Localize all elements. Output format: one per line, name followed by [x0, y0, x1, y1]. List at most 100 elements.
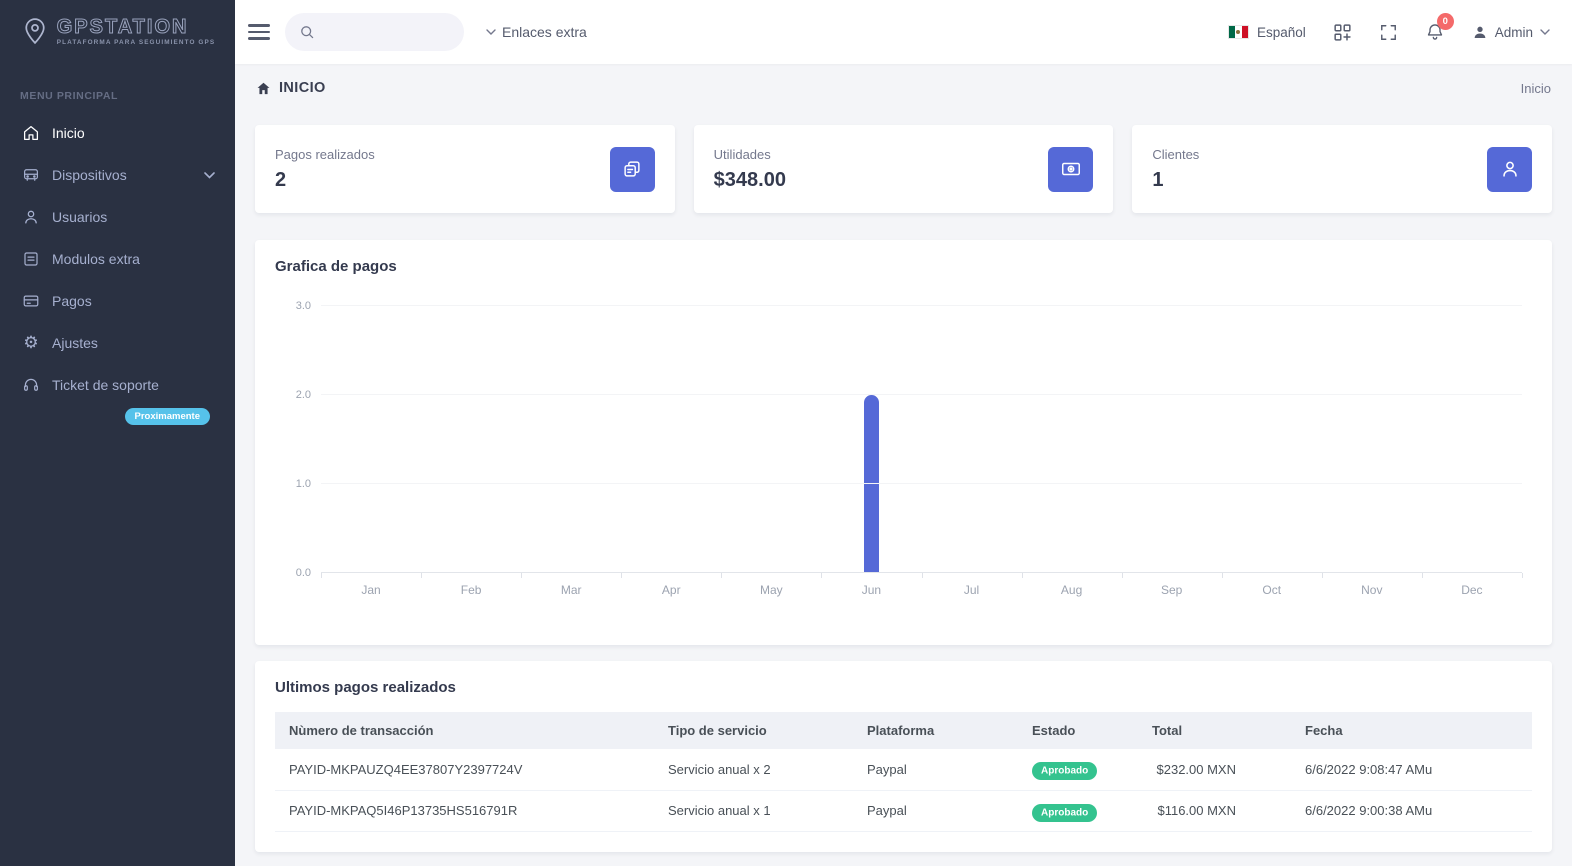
stat-label: Clientes — [1152, 147, 1199, 162]
bar-column — [421, 306, 521, 573]
bar-column — [321, 306, 421, 573]
gear-icon: ⚙ — [22, 334, 40, 352]
y-tick-label: 2.0 — [296, 389, 311, 401]
bar-column — [621, 306, 721, 573]
status-badge: Aprobado — [1032, 804, 1097, 822]
bar-column — [1122, 306, 1222, 573]
app-logo[interactable]: GPSTATION PLATAFORMA PARA SEGUIMIENTO GP… — [0, 0, 235, 56]
chart-bars — [321, 306, 1522, 573]
chevron-down-icon — [1540, 29, 1550, 35]
extra-links-dropdown[interactable]: Enlaces extra — [486, 24, 587, 40]
search-box[interactable] — [285, 13, 464, 51]
bar-column — [1322, 306, 1422, 573]
notification-count-badge: 0 — [1437, 13, 1454, 30]
x-tick-label: Jan — [321, 583, 421, 597]
fullscreen-icon — [1379, 23, 1398, 42]
transaction-id: PAYID-MKPAUZQ4EE37807Y2397724V — [275, 749, 654, 790]
fullscreen-button[interactable] — [1379, 23, 1398, 42]
chart-plot: 0.01.02.03.0 — [321, 306, 1522, 573]
coming-soon-badge: Proximamente — [125, 408, 210, 425]
x-tick — [1222, 573, 1223, 578]
x-tick — [721, 573, 722, 578]
transaction-id: PAYID-MKPAQ5I46P13735HS516791R — [275, 790, 654, 831]
x-tick-label: Mar — [521, 583, 621, 597]
extra-links-label: Enlaces extra — [502, 24, 587, 40]
apps-grid-icon — [1333, 23, 1352, 42]
chart-title: Grafica de pagos — [275, 258, 1532, 275]
gridline — [321, 483, 1522, 484]
table-row: PAYID-MKPAQ5I46P13735HS516791R Servicio … — [275, 790, 1532, 831]
stat-value: 1 — [1152, 169, 1199, 192]
sidebar-item-ticket-soporte[interactable]: Ticket de soporte — [0, 364, 235, 406]
total-amount: $232.00 MXN — [1138, 749, 1291, 790]
column-header-service[interactable]: Tipo de servicio — [654, 712, 853, 749]
main-area: Enlaces extra Español — [235, 0, 1572, 866]
hamburger-menu-icon[interactable] — [248, 20, 270, 43]
x-tick-label: May — [721, 583, 821, 597]
payment-date: 6/6/2022 9:08:47 AMu — [1291, 749, 1532, 790]
stat-value: $348.00 — [714, 169, 786, 192]
x-tick-label: Sep — [1122, 583, 1222, 597]
sidebar-item-label: Ticket de soporte — [52, 377, 159, 393]
x-tick — [621, 573, 622, 578]
sidebar-item-label: Pagos — [52, 293, 92, 309]
car-icon — [22, 166, 40, 184]
language-label: Español — [1257, 25, 1306, 40]
chevron-down-icon — [486, 29, 496, 35]
sidebar-item-label: Dispositivos — [52, 167, 127, 183]
column-header-transaction[interactable]: Nùmero de transacción — [275, 712, 654, 749]
service-type: Servicio anual x 1 — [654, 790, 853, 831]
column-header-platform[interactable]: Plataforma — [853, 712, 1018, 749]
y-tick-label: 0.0 — [296, 567, 311, 579]
sidebar-item-inicio[interactable]: Inicio — [0, 112, 235, 154]
stat-card-clientes: Clientes 1 — [1132, 125, 1552, 213]
breadcrumb[interactable]: Inicio — [1521, 81, 1551, 96]
bar-column — [821, 306, 921, 573]
column-header-total[interactable]: Total — [1138, 712, 1291, 749]
column-header-status[interactable]: Estado — [1018, 712, 1138, 749]
x-tick — [1122, 573, 1123, 578]
apps-grid-button[interactable] — [1333, 23, 1352, 42]
sidebar-item-pagos[interactable]: Pagos — [0, 280, 235, 322]
user-menu[interactable]: Admin — [1472, 24, 1550, 40]
sidebar-item-usuarios[interactable]: Usuarios — [0, 196, 235, 238]
x-tick-label: Dec — [1422, 583, 1522, 597]
platform: Paypal — [853, 790, 1018, 831]
table-header-row: Nùmero de transacción Tipo de servicio P… — [275, 712, 1532, 749]
payments-chart-panel: Grafica de pagos 0.01.02.03.0 JanFebMarA… — [255, 240, 1552, 645]
x-tick-label: Aug — [1022, 583, 1122, 597]
service-type: Servicio anual x 2 — [654, 749, 853, 790]
topbar: Enlaces extra Español — [235, 0, 1572, 64]
map-pin-icon — [20, 16, 50, 46]
sidebar-item-label: Usuarios — [52, 209, 107, 225]
stat-value: 2 — [275, 169, 375, 192]
page-header: INICIO Inicio — [235, 64, 1572, 112]
cash-icon — [1048, 147, 1093, 192]
x-tick — [922, 573, 923, 578]
language-selector[interactable]: Español — [1228, 25, 1306, 40]
x-tick-label: Feb — [421, 583, 521, 597]
payments-table: Nùmero de transacción Tipo de servicio P… — [275, 712, 1532, 832]
x-tick — [521, 573, 522, 578]
user-icon — [22, 208, 40, 226]
menu-section-label: MENU PRINCIPAL — [0, 56, 235, 112]
total-amount: $116.00 MXN — [1138, 790, 1291, 831]
app-name: GPSTATION — [57, 16, 215, 38]
sidebar-menu: Inicio Dispositivos — [0, 112, 235, 425]
column-header-date[interactable]: Fecha — [1291, 712, 1532, 749]
search-input[interactable] — [323, 25, 450, 40]
bar-column — [1022, 306, 1122, 573]
payment-date: 6/6/2022 9:00:38 AMu — [1291, 790, 1532, 831]
sidebar-item-ajustes[interactable]: ⚙ Ajustes — [0, 322, 235, 364]
x-tick-label: Nov — [1322, 583, 1422, 597]
sidebar-item-dispositivos[interactable]: Dispositivos — [0, 154, 235, 196]
bar-jun[interactable] — [864, 395, 879, 573]
home-icon — [256, 81, 271, 96]
x-tick — [1522, 573, 1523, 578]
notifications-button[interactable]: 0 — [1425, 22, 1445, 42]
stat-card-utilidades: Utilidades $348.00 — [694, 125, 1114, 213]
credit-card-icon — [22, 292, 40, 310]
x-tick-label: Apr — [621, 583, 721, 597]
sidebar-item-modulos-extra[interactable]: Modulos extra — [0, 238, 235, 280]
sidebar-item-label: Ajustes — [52, 335, 98, 351]
